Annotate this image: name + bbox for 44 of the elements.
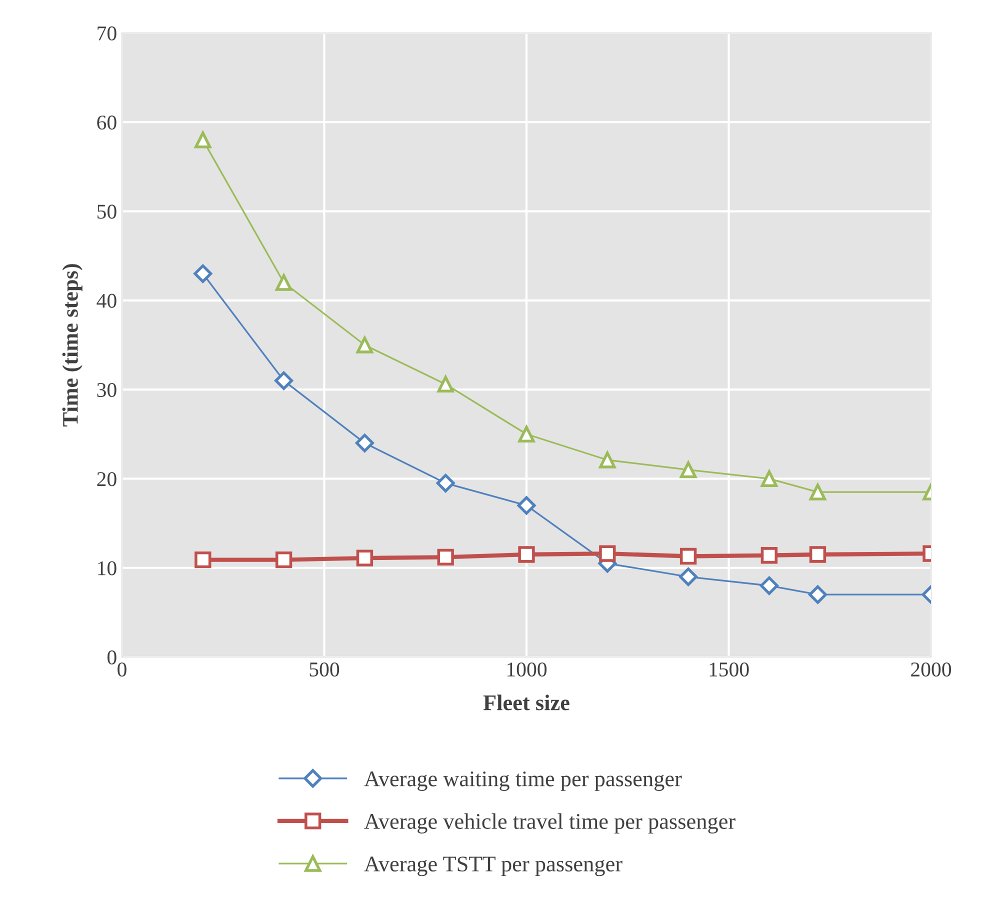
point	[518, 546, 535, 563]
point	[275, 552, 292, 568]
y-tick-label: 10	[98, 561, 116, 576]
y-tick-label: 50	[98, 204, 116, 219]
x-tick-label: 2000	[911, 662, 952, 677]
x-tick-label: 0	[118, 662, 126, 677]
x-axis-title: Fleet size	[483, 694, 570, 710]
point	[275, 274, 292, 291]
legend-label: Average vehicle travel time per passenger	[364, 813, 736, 834]
point	[680, 548, 697, 565]
point	[809, 484, 826, 500]
y-tick-label: 70	[98, 26, 116, 40]
point	[599, 545, 616, 562]
point	[760, 470, 778, 488]
y-axis-title: Time (time steps)	[62, 264, 82, 427]
point	[518, 426, 535, 442]
point	[437, 548, 454, 566]
point	[679, 568, 698, 586]
y-tick-label: 20	[97, 472, 116, 486]
point	[760, 576, 778, 595]
x-tick-label: 500	[310, 662, 340, 677]
point	[517, 496, 536, 515]
point	[437, 376, 454, 393]
y-tick-label: 0	[108, 650, 116, 664]
x-tick-label: 1000	[508, 662, 547, 677]
point	[436, 474, 455, 492]
point	[680, 461, 697, 478]
legend-label: Average waiting time per passenger	[364, 771, 682, 791]
legend-label: Average TSTT per passenger	[364, 856, 622, 876]
point	[355, 434, 374, 452]
y-tick-label: 40	[96, 294, 116, 308]
y-tick-label: 30	[97, 382, 116, 398]
point	[809, 546, 826, 563]
point	[356, 550, 374, 566]
point	[808, 585, 827, 604]
point	[356, 336, 374, 354]
y-tick-label: 60	[97, 116, 116, 130]
x-tick-label: 1500	[710, 662, 749, 677]
point	[194, 264, 212, 283]
point	[274, 371, 294, 390]
point	[194, 132, 212, 148]
point	[760, 547, 778, 564]
point	[194, 552, 212, 568]
point	[599, 452, 616, 468]
